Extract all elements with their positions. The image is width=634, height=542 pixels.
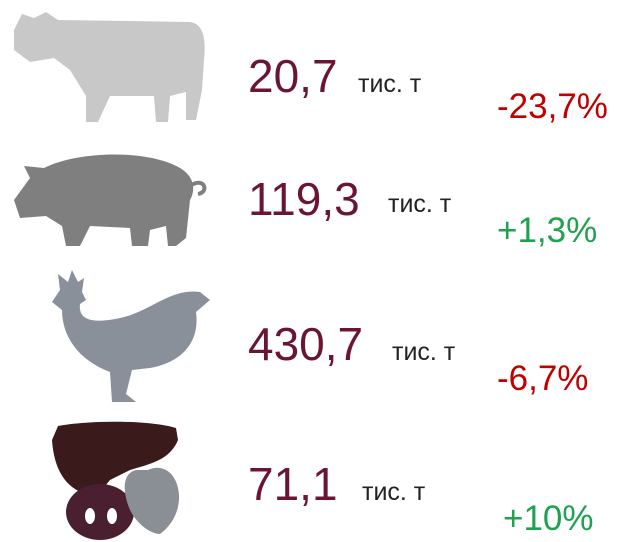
row: 430,7 тис. т -6,7% [248, 318, 588, 398]
change: +1,3% [497, 211, 597, 250]
value: 20,7 [248, 50, 338, 102]
unit: тис. т [358, 70, 422, 98]
unit: тис. т [392, 338, 456, 366]
change: -23,7% [497, 87, 608, 126]
value: 119,3 [248, 173, 360, 225]
unit: тис. т [362, 478, 426, 506]
row: 71,1 тис. т +10% [248, 458, 594, 538]
value: 71,1 [248, 458, 338, 510]
row: 20,7 тис. т -23,7% [248, 50, 608, 126]
change: -6,7% [497, 359, 588, 398]
change: +10% [503, 499, 594, 538]
value: 430,7 [248, 318, 363, 370]
cow-icon [14, 12, 205, 122]
unit: тис. т [388, 190, 452, 218]
pig-icon [14, 154, 207, 246]
offal-icon [52, 421, 180, 540]
row: 119,3 тис. т +1,3% [248, 173, 597, 250]
chicken-icon [52, 270, 210, 402]
